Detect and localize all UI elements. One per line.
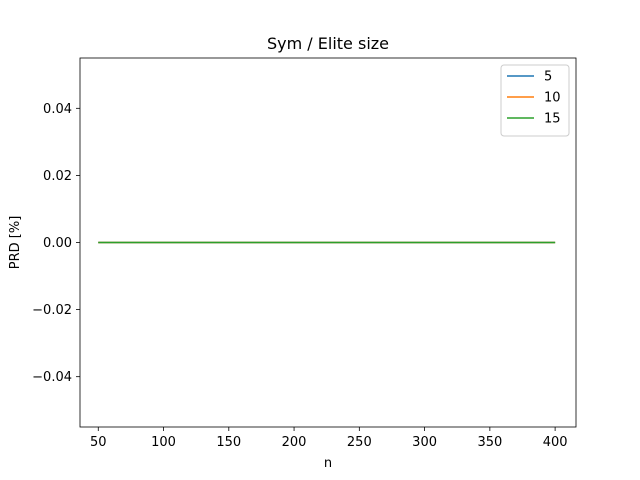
legend: 5 10 15 <box>500 64 570 137</box>
x-tick-label: 200 <box>282 435 307 450</box>
y-axis-label: PRD [%] <box>8 216 23 270</box>
x-tick-label: 250 <box>347 435 372 450</box>
x-axis: 50 100 150 200 250 300 350 400 <box>90 427 568 450</box>
x-tick-label: 400 <box>543 435 568 450</box>
x-tick-label: 50 <box>90 435 107 450</box>
y-tick-label: −0.02 <box>32 303 72 318</box>
x-tick-label: 100 <box>151 435 176 450</box>
y-tick-label: 0.04 <box>43 102 72 117</box>
y-tick-label: 0.02 <box>43 169 72 184</box>
y-tick-label: 0.00 <box>43 236 72 251</box>
legend-label-15: 15 <box>544 112 561 127</box>
y-tick-label: −0.04 <box>32 370 72 385</box>
x-tick-label: 300 <box>412 435 437 450</box>
x-tick-label: 150 <box>216 435 241 450</box>
y-axis: −0.04 −0.02 0.00 0.02 0.04 <box>32 102 80 385</box>
chart-title: Sym / Elite size <box>267 34 389 53</box>
legend-label-5: 5 <box>544 70 552 85</box>
x-tick-label: 350 <box>477 435 502 450</box>
x-axis-label: n <box>324 456 332 471</box>
legend-label-10: 10 <box>544 91 561 106</box>
